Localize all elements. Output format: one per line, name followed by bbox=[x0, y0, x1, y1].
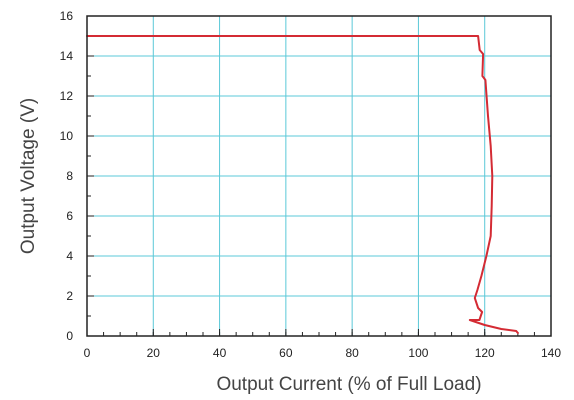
x-tick-label: 0 bbox=[84, 346, 91, 360]
y-tick-label: 16 bbox=[60, 9, 74, 23]
y-tick-label: 0 bbox=[66, 329, 73, 343]
x-tick-label: 100 bbox=[408, 346, 428, 360]
x-tick-label: 140 bbox=[541, 346, 561, 360]
y-tick-label: 4 bbox=[66, 249, 73, 263]
y-axis-label: Output Voltage (V) bbox=[18, 98, 39, 254]
series-group bbox=[86, 35, 519, 334]
y-tick-label: 12 bbox=[60, 89, 74, 103]
x-tick-label: 60 bbox=[279, 346, 293, 360]
x-tick-label: 80 bbox=[345, 346, 359, 360]
y-tick-label: 8 bbox=[66, 169, 73, 183]
y-tick-label: 2 bbox=[66, 289, 73, 303]
y-tick-label: 10 bbox=[60, 129, 74, 143]
x-tick-label: 40 bbox=[213, 346, 227, 360]
x-axis-ticks: 0 20 40 60 80 100 120 140 bbox=[84, 329, 561, 360]
x-axis-label: Output Current (% of Full Load) bbox=[216, 374, 481, 395]
series-line bbox=[86, 35, 519, 334]
y-tick-label: 14 bbox=[60, 49, 74, 63]
x-tick-label: 120 bbox=[475, 346, 495, 360]
plot-frame bbox=[86, 15, 552, 337]
y-tick-label: 6 bbox=[66, 209, 73, 223]
y-axis-ticks: 0 2 4 6 8 10 12 14 16 bbox=[60, 9, 94, 343]
x-tick-label: 20 bbox=[147, 346, 161, 360]
grid bbox=[87, 16, 551, 336]
